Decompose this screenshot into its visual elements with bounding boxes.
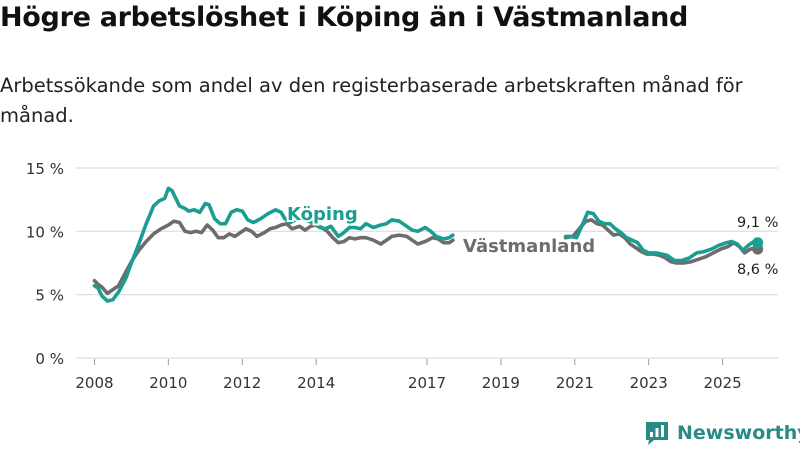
x-tick-label: 2019 [482, 374, 520, 392]
series-labels: Köping Västmanland 9,1 % 8,6 % [285, 202, 778, 278]
x-tick-label: 2008 [75, 374, 113, 392]
x-tick-label: 2021 [556, 374, 594, 392]
newsworthy-brand[interactable]: Newsworthy [643, 419, 800, 447]
chart-subtitle: Arbetssökande som andel av den registerb… [0, 74, 743, 127]
series-lines [92, 186, 764, 303]
brand-name: Newsworthy [677, 422, 800, 444]
y-tick-label: 0 % [35, 350, 64, 368]
x-tick-label: 2023 [630, 374, 668, 392]
y-tick-label: 10 % [26, 223, 64, 241]
line-chart: 0 %5 %10 %15 % 2008 2010 2012 2014 2017 2019 2… [26, 160, 779, 392]
end-label-vastmanland: 8,6 % [737, 262, 778, 278]
y-tick-label: 15 % [26, 160, 64, 178]
x-tick-label: 2010 [149, 374, 187, 392]
end-marker-koping [752, 237, 764, 249]
chart-title: Högre arbetslöshet i Köping än i Västman… [0, 2, 689, 33]
x-tick-label: 2017 [408, 374, 446, 392]
series-label-vastmanland: Västmanland [463, 236, 595, 257]
y-axis-ticks: 0 % 5 % 10 % 15 % [26, 160, 64, 368]
x-tick-label: 2012 [223, 374, 261, 392]
series-label-koping: Köping [287, 204, 358, 225]
y-tick-label: 5 % [35, 287, 64, 305]
x-tick-label: 2025 [703, 374, 741, 392]
bar-chart-logo-icon [646, 422, 668, 445]
series-line-koping [92, 186, 760, 303]
end-label-koping: 9,1 % [737, 215, 778, 231]
x-axis-ticks: 2008 2010 2012 2014 2017 2019 2021 2023 2025 [75, 359, 742, 392]
x-tick-label: 2014 [297, 374, 335, 392]
